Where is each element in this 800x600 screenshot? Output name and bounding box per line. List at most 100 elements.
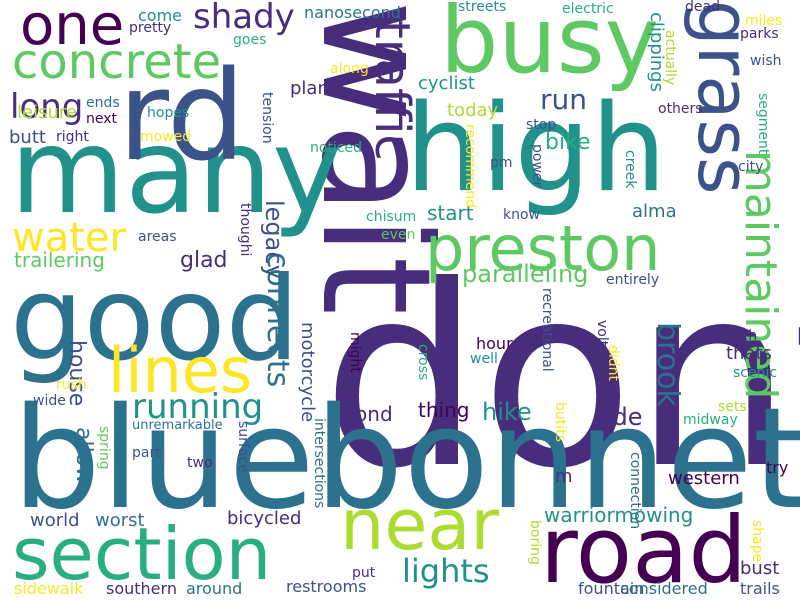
word-start: start (427, 201, 474, 225)
word-house: house (64, 340, 89, 407)
word-run: run (540, 83, 588, 116)
word-motorcycle: motorcycle (297, 322, 318, 423)
word-mowed: mowed (140, 129, 192, 145)
word-tension: tension (259, 92, 275, 144)
word-unremarkable: unremarkable (132, 418, 223, 433)
word-segment: segment (755, 93, 771, 155)
word-bike: bike (545, 130, 591, 155)
word-hike: hike (482, 398, 532, 426)
word-two: two (187, 455, 213, 471)
word-shady: shady (193, 0, 295, 37)
word-even: even (381, 227, 416, 243)
word-intersections: intersections (311, 418, 327, 509)
word-well: well (470, 351, 498, 367)
word-power: power (529, 144, 545, 188)
word-city: city (738, 159, 764, 175)
word-allow: allow (71, 427, 96, 485)
word-sidewalk: sidewalk (14, 579, 84, 598)
word-long: long (10, 87, 84, 127)
word-might: might (347, 332, 363, 373)
word-wide: wide (33, 393, 66, 409)
word-thats: thats (726, 343, 772, 364)
word-along: along (330, 61, 369, 77)
word-midway: midway (683, 412, 738, 428)
word-ride: ride (596, 403, 643, 431)
word-chisum: chisum (366, 209, 417, 225)
word-rd: rd (118, 45, 246, 189)
word-near: near (340, 484, 500, 566)
word-dont: dont (322, 232, 800, 523)
word-western: western (668, 468, 740, 489)
word-ends: ends (86, 95, 120, 111)
word-spring: spring (96, 426, 112, 470)
word-connection: connection (627, 452, 643, 530)
word-plano: plano (290, 78, 340, 99)
word-bluebonnet: bluebonnet (12, 378, 800, 541)
word-right: right (56, 129, 89, 145)
word-paralleling: paralleling (462, 260, 589, 288)
word-much: much (718, 328, 758, 344)
word-parks: parks (740, 26, 779, 42)
word-restrooms: restrooms (286, 577, 367, 596)
word-preston: preston (425, 212, 661, 285)
word-dead: dead (685, 0, 720, 15)
word-entirely: entirely (606, 272, 660, 288)
word-warriormowing: warriormowing (544, 503, 694, 527)
word-leisure: leisure (17, 102, 77, 123)
word-worst: worst (95, 510, 145, 531)
word-section: section (12, 512, 272, 596)
word-know: know (503, 207, 540, 223)
word-traffic: traffic (364, 20, 420, 161)
word-considered: considered (620, 579, 708, 598)
word-bust: bust (740, 558, 780, 579)
word-butits: butits (552, 402, 568, 442)
word-stop: stop (526, 117, 557, 133)
word-try: try (766, 458, 789, 477)
word-running: running (132, 387, 264, 427)
word-lines: lines (108, 334, 253, 407)
word-noticed: noticed (310, 140, 363, 156)
word-others: others (658, 101, 703, 117)
word-trailering: trailering (14, 248, 105, 272)
word-wish: wish (750, 53, 782, 69)
word-part: part (132, 445, 161, 461)
word-put: put (352, 565, 376, 581)
word-lights: lights (402, 552, 490, 590)
word-legacy: legacy (260, 200, 288, 279)
word-areas: areas (138, 229, 177, 245)
word-thing: thing (418, 398, 470, 422)
word-around: around (186, 579, 243, 598)
word-actually: actually (662, 30, 678, 86)
word-miles: miles (745, 13, 783, 29)
word-streets: streets (458, 0, 507, 15)
word-today: today (447, 100, 499, 121)
word-nanosecond: nanosecond (304, 3, 401, 22)
word-many: many (10, 102, 342, 240)
word-goes: goes (233, 32, 267, 48)
word-glad: glad (180, 248, 228, 273)
word-hopes: hopes (147, 105, 190, 121)
word-didnt: didnt (605, 345, 621, 382)
word-fountain: fountain (578, 579, 645, 598)
word-come: come (138, 6, 183, 25)
word-southern: southern (106, 579, 177, 598)
word-water: water (12, 215, 126, 261)
word-recommend: recommend (462, 124, 478, 208)
word-thoughi: thoughi (237, 203, 253, 257)
word-cyclist: cyclist (418, 73, 475, 94)
word-high: high (405, 80, 667, 219)
word-cross: cross (415, 344, 431, 381)
word-road: road (540, 497, 747, 600)
word-surface: surface (235, 421, 251, 473)
word-fond: fond (348, 402, 393, 426)
word-concrete: concrete (12, 34, 222, 90)
word-good: good (10, 252, 300, 387)
word-bicycled: bicycled (227, 508, 302, 529)
word-electric: electric (562, 1, 614, 17)
word-recreational: recreational (539, 288, 555, 372)
word-butt: butt (9, 127, 46, 148)
word-boring: boring (527, 520, 543, 565)
word-sets: sets (718, 399, 747, 415)
word-next: next (86, 111, 118, 127)
